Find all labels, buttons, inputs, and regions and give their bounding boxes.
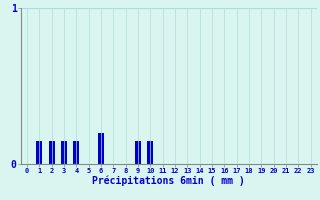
Bar — [147, 141, 153, 164]
Bar — [49, 141, 55, 164]
Bar — [36, 141, 42, 164]
Bar — [73, 141, 79, 164]
X-axis label: Précipitations 6min ( mm ): Précipitations 6min ( mm ) — [92, 176, 245, 186]
Bar — [135, 141, 141, 164]
Bar — [61, 141, 67, 164]
Bar — [98, 133, 104, 164]
